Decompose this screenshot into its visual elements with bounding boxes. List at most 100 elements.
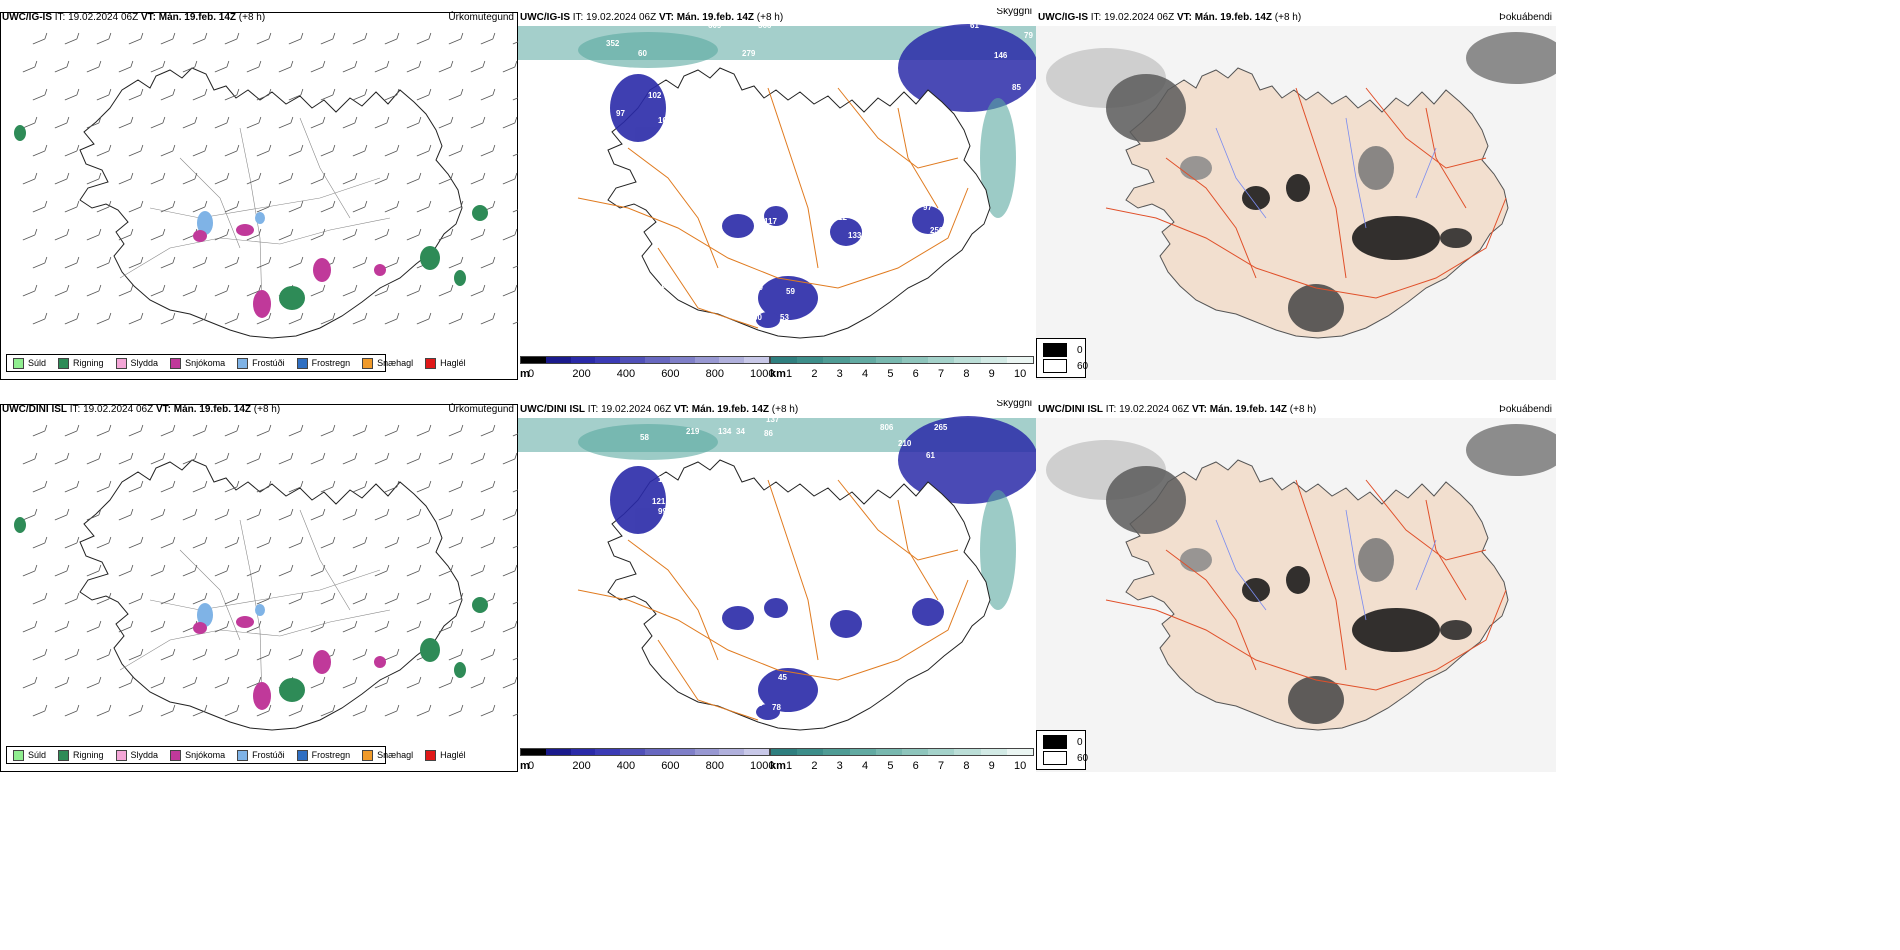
- scale-tick-label: 5: [887, 760, 894, 772]
- ceiling-value-label: 61: [970, 21, 979, 30]
- scale-unit: m: [520, 368, 530, 380]
- ceiling-value-label: 71: [774, 587, 783, 596]
- panel-precip-type-dini: UWC/DINI ISL IT: 19.02.2024 06Z VT: Mán.…: [0, 400, 518, 772]
- legend-label: Haglél: [440, 358, 466, 368]
- ceiling-value-label: 99: [658, 507, 667, 516]
- scale-unit: m: [520, 760, 530, 772]
- legend-label: Snjókoma: [185, 750, 226, 760]
- ceiling-value-label: 50: [754, 699, 763, 708]
- fog-legend-label: 0: [1077, 344, 1083, 356]
- ceiling-value-label: 265: [934, 423, 948, 432]
- scale-cell: [771, 357, 798, 363]
- ceiling-value-label: 137: [766, 415, 780, 424]
- ceiling-value-label: 102: [648, 91, 662, 100]
- scale-cell: [771, 749, 798, 755]
- ceiling-value-label: 352: [606, 39, 620, 48]
- ceiling-value-label: 123: [864, 619, 878, 628]
- precip-type-legend: Súld Rigning Slydda Snjókoma Frostúði Frostre…: [6, 746, 466, 764]
- ceiling-value-label: 806: [880, 423, 894, 432]
- cloud-base-areas: [610, 466, 944, 720]
- fog-legend-row: 60: [1043, 359, 1088, 373]
- scale-tick-label: 3: [836, 368, 843, 380]
- legend-swatch: [115, 749, 127, 761]
- ceiling-value-label: 83: [582, 579, 591, 588]
- fog-legend-row: 60: [1043, 751, 1088, 765]
- scale-cell: [694, 749, 720, 755]
- panel-header: UWC/DINI ISL IT: 19.02.2024 06Z VT: Mán.…: [1038, 404, 1552, 415]
- scale-cell: [928, 749, 955, 755]
- panel-header: UWC/IG-IS IT: 19.02.2024 06Z VT: Mán. 19…: [520, 8, 1032, 23]
- ceiling-visibility-map: 352 609 566 61 79 146 85 279 60 106 102 97 102 220 41 8…: [518, 21, 1036, 339]
- fog-legend-swatch: [1043, 735, 1067, 749]
- legend-label: Frostúði: [252, 750, 285, 760]
- scale-tick-label: 6: [912, 760, 919, 772]
- scale-cell: [954, 357, 981, 363]
- scale-cell: [928, 357, 955, 363]
- fog-legend-label: 60: [1077, 752, 1089, 764]
- scale-tick-label: 7: [938, 368, 945, 380]
- panel-header: UWC/IG-IS IT: 19.02.2024 06Z VT: Mán. 19…: [2, 12, 514, 23]
- scale-cell: [797, 749, 824, 755]
- panel-title: Úrkomutegund: [448, 404, 514, 415]
- ceiling-value-label: 83: [586, 133, 595, 142]
- iceland-outline-layer: [79, 459, 463, 731]
- river-lines: [1215, 117, 1437, 229]
- legend-swatch: [237, 357, 249, 369]
- legend-item: Frostúði: [237, 357, 285, 369]
- precip-areas: [14, 517, 488, 710]
- fog-legend-row: 0: [1043, 343, 1083, 357]
- road-network: [1105, 87, 1507, 299]
- ceiling-value-label: 210: [898, 439, 912, 448]
- river-lines: [1215, 509, 1437, 621]
- road-network: [1105, 479, 1507, 691]
- ceiling-value-label: 12: [868, 635, 877, 644]
- ceiling-value-label: 89: [754, 283, 763, 292]
- scale-cell: [1006, 749, 1034, 755]
- iceland-outline-layer: [607, 459, 991, 731]
- legend-swatch: [425, 357, 437, 369]
- scale-cell: [849, 357, 876, 363]
- legend-label: Snjókoma: [185, 358, 226, 368]
- fog-indicator-map: [1036, 26, 1556, 380]
- scale-tick-label: 4: [862, 760, 869, 772]
- legend-item: Slydda: [115, 357, 158, 369]
- scale-unit: km: [770, 760, 786, 772]
- scale-tick-label: 2: [811, 760, 818, 772]
- scale-cell: [875, 749, 903, 755]
- scale-cell: [570, 357, 596, 363]
- scale-cell: [980, 749, 1007, 755]
- scale-cell: [744, 357, 769, 363]
- panel-title: Skyggni: [996, 400, 1032, 409]
- ceiling-value-label: 60: [753, 313, 762, 322]
- ceiling-value-label: 133: [848, 231, 862, 240]
- panel-precip-type-igis: UWC/IG-IS IT: 19.02.2024 06Z VT: Mán. 19…: [0, 8, 518, 380]
- ceiling-value-label: 85: [1012, 83, 1021, 92]
- precip-type-map: [14, 424, 518, 731]
- scale-tick-label: 800: [705, 760, 724, 772]
- panel-header: UWC/IG-IS IT: 19.02.2024 06Z VT: Mán. 19…: [1038, 12, 1552, 23]
- scale-cell: [545, 749, 571, 755]
- ceiling-value-label: 256: [810, 176, 824, 185]
- scale-tick-label: 8: [963, 760, 970, 772]
- ceiling-value-label: 104: [728, 599, 742, 608]
- scale-cell: [620, 749, 645, 755]
- ceiling-value-label: 97: [616, 109, 625, 118]
- legend-swatch: [170, 357, 182, 369]
- legend-label: Frostúði: [252, 358, 285, 368]
- scale-tick-label: 600: [661, 760, 680, 772]
- ceiling-value-label: 60: [638, 49, 647, 58]
- scale-cell: [902, 357, 929, 363]
- scale-color-bar: [520, 748, 770, 756]
- fog-legend-label: 0: [1077, 736, 1083, 748]
- legend-swatch: [170, 749, 182, 761]
- panel-fog-dini: UWC/DINI ISL IT: 19.02.2024 06Z VT: Mán.…: [1036, 400, 1556, 772]
- scale-tick-label: 10: [1014, 760, 1027, 772]
- fog-legend-swatch: [1043, 751, 1067, 765]
- legend-item: Haglél: [425, 357, 466, 369]
- panel-title: Þokuábendi: [1499, 12, 1552, 23]
- legend-label: Súld: [28, 358, 47, 368]
- legend-swatch: [296, 357, 308, 369]
- legend-swatch: [237, 749, 249, 761]
- scale-tick-label: 4: [862, 368, 869, 380]
